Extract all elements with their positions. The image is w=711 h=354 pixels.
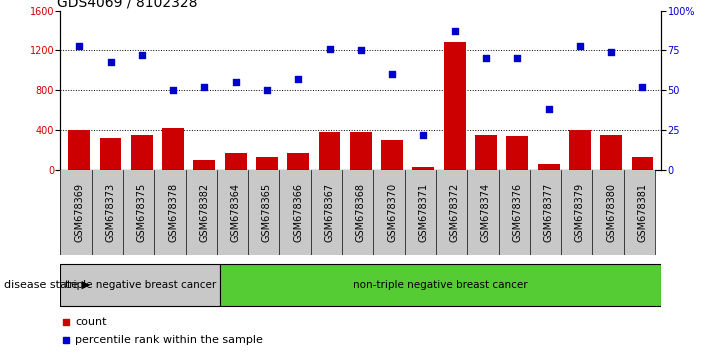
Point	[105, 59, 116, 64]
Text: GSM678371: GSM678371	[418, 183, 429, 242]
Text: GSM678365: GSM678365	[262, 183, 272, 242]
Point	[574, 43, 586, 48]
Bar	[256, 157, 278, 170]
Bar	[220, 264, 661, 306]
Bar	[225, 153, 247, 170]
Text: GSM678364: GSM678364	[230, 183, 240, 242]
Point	[136, 52, 147, 58]
Text: disease state ▶: disease state ▶	[4, 280, 90, 290]
Point	[543, 107, 555, 112]
Bar	[538, 164, 560, 170]
Point	[637, 84, 648, 90]
Point	[481, 56, 492, 61]
Bar	[162, 128, 184, 170]
Bar	[319, 132, 341, 170]
Text: GSM678366: GSM678366	[293, 183, 304, 242]
Bar	[631, 157, 653, 170]
Text: percentile rank within the sample: percentile rank within the sample	[75, 335, 263, 344]
Point	[230, 80, 241, 85]
Text: GSM678381: GSM678381	[638, 183, 648, 242]
Text: GDS4069 / 8102328: GDS4069 / 8102328	[58, 0, 198, 10]
Point	[356, 47, 367, 53]
Text: GSM678380: GSM678380	[606, 183, 616, 242]
Bar	[444, 42, 466, 170]
Text: GSM678374: GSM678374	[481, 183, 491, 242]
Text: GSM678368: GSM678368	[356, 183, 366, 242]
Bar	[506, 136, 528, 170]
Text: triple negative breast cancer: triple negative breast cancer	[65, 280, 216, 290]
Bar	[381, 140, 403, 170]
Bar	[68, 130, 90, 170]
Point	[167, 87, 178, 93]
Point	[73, 43, 85, 48]
Text: GSM678373: GSM678373	[105, 183, 115, 242]
Point	[606, 49, 617, 55]
Point	[198, 84, 210, 90]
Text: GSM678367: GSM678367	[324, 183, 335, 242]
Text: GSM678376: GSM678376	[513, 183, 523, 242]
Text: GSM678382: GSM678382	[199, 183, 209, 242]
Point	[261, 87, 272, 93]
Point	[292, 76, 304, 82]
Bar	[350, 132, 372, 170]
Text: GSM678370: GSM678370	[387, 183, 397, 242]
Bar	[412, 167, 434, 170]
Bar	[100, 138, 122, 170]
Text: GSM678379: GSM678379	[575, 183, 585, 242]
Bar	[60, 264, 220, 306]
Bar	[475, 135, 497, 170]
Bar	[287, 153, 309, 170]
Text: GSM678378: GSM678378	[168, 183, 178, 242]
Point	[324, 46, 335, 52]
Bar	[569, 130, 591, 170]
Bar	[193, 160, 215, 170]
Text: GSM678375: GSM678375	[137, 183, 146, 242]
Point	[387, 72, 398, 77]
Bar	[131, 135, 153, 170]
Text: GSM678372: GSM678372	[449, 183, 460, 242]
Point	[418, 132, 429, 138]
Point	[449, 28, 461, 34]
Point	[512, 56, 523, 61]
Bar	[600, 135, 622, 170]
Text: non-triple negative breast cancer: non-triple negative breast cancer	[353, 280, 528, 290]
Text: GSM678369: GSM678369	[74, 183, 84, 242]
Text: GSM678377: GSM678377	[544, 183, 554, 242]
Text: count: count	[75, 318, 107, 327]
